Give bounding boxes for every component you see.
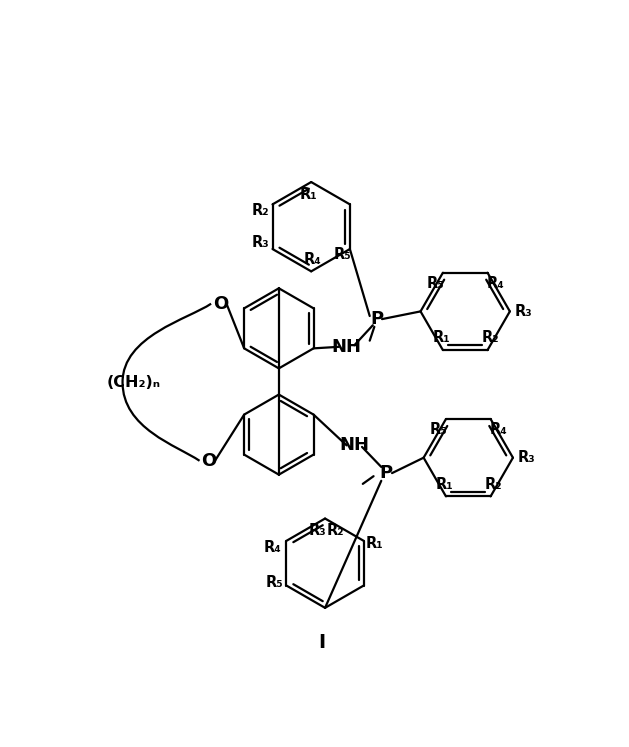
Text: R₄: R₄ bbox=[489, 422, 507, 437]
Text: R₄: R₄ bbox=[264, 539, 281, 554]
Text: R₅: R₅ bbox=[430, 422, 447, 437]
Text: P: P bbox=[371, 310, 384, 328]
Text: R₂: R₂ bbox=[327, 524, 345, 539]
Text: NH: NH bbox=[339, 436, 369, 454]
Text: R₃: R₃ bbox=[518, 450, 536, 465]
Text: O: O bbox=[213, 295, 228, 313]
Text: R₁: R₁ bbox=[435, 477, 454, 492]
Text: R₃: R₃ bbox=[252, 235, 269, 250]
Text: R₄: R₄ bbox=[486, 276, 504, 291]
Text: R₃: R₃ bbox=[309, 524, 326, 539]
Text: R₁: R₁ bbox=[365, 536, 384, 551]
Text: R₄: R₄ bbox=[304, 252, 321, 267]
Text: R₂: R₂ bbox=[482, 330, 499, 345]
Text: R₃: R₃ bbox=[515, 304, 533, 319]
Text: O: O bbox=[201, 452, 216, 470]
Text: R₂: R₂ bbox=[252, 203, 269, 218]
Text: R₁: R₁ bbox=[433, 330, 450, 345]
Text: I: I bbox=[318, 633, 326, 652]
Text: R₅: R₅ bbox=[265, 575, 283, 590]
Text: R₅: R₅ bbox=[334, 247, 352, 261]
Text: R₅: R₅ bbox=[426, 276, 444, 291]
Text: NH: NH bbox=[331, 338, 362, 356]
Text: R₁: R₁ bbox=[299, 187, 317, 202]
Text: R₂: R₂ bbox=[485, 477, 503, 492]
Text: P: P bbox=[379, 464, 392, 482]
Text: (CH₂)ₙ: (CH₂)ₙ bbox=[107, 375, 161, 390]
